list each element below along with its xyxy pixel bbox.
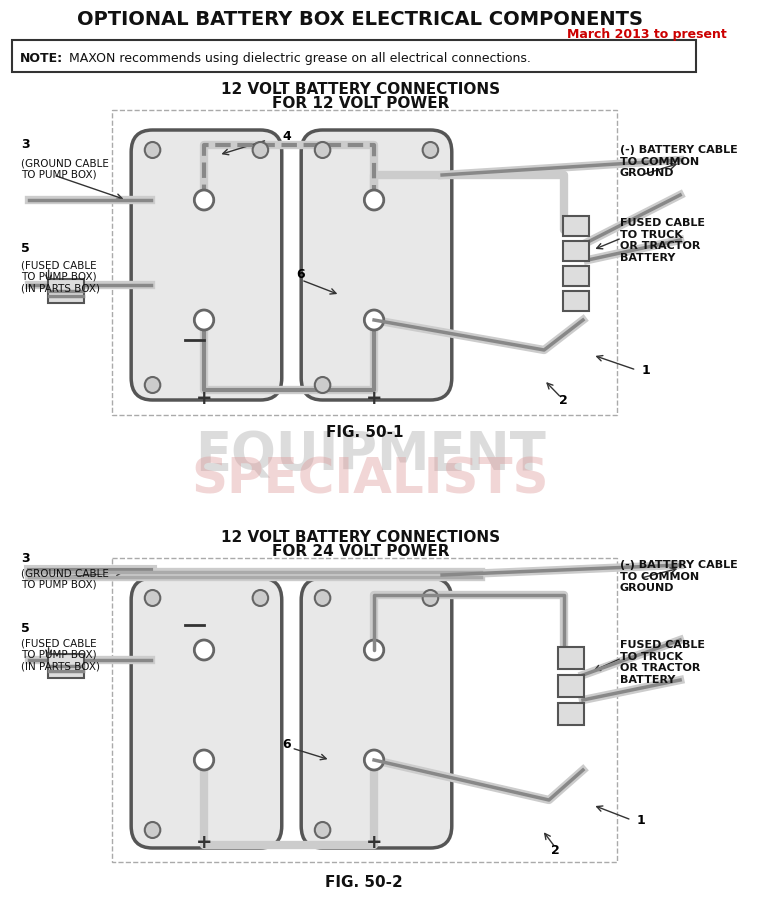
- FancyBboxPatch shape: [558, 675, 584, 697]
- FancyBboxPatch shape: [562, 266, 589, 286]
- Circle shape: [145, 590, 160, 606]
- Circle shape: [145, 822, 160, 838]
- Circle shape: [423, 142, 438, 158]
- Text: 3: 3: [21, 552, 30, 565]
- Text: FIG. 50-1: FIG. 50-1: [325, 425, 403, 440]
- Text: FOR 12 VOLT POWER: FOR 12 VOLT POWER: [272, 96, 449, 111]
- Text: 12 VOLT BATTERY CONNECTIONS: 12 VOLT BATTERY CONNECTIONS: [221, 530, 500, 545]
- Circle shape: [423, 590, 438, 606]
- Text: EQUIPMENT: EQUIPMENT: [195, 429, 546, 481]
- Text: (-) BATTERY CABLE
TO COMMON
GROUND: (-) BATTERY CABLE TO COMMON GROUND: [620, 560, 738, 593]
- Circle shape: [194, 640, 214, 660]
- Text: FUSED CABLE
TO TRUCK
OR TRACTOR
BATTERY: FUSED CABLE TO TRUCK OR TRACTOR BATTERY: [620, 640, 705, 685]
- FancyBboxPatch shape: [562, 241, 589, 261]
- FancyBboxPatch shape: [11, 40, 696, 72]
- Text: OPTIONAL BATTERY BOX ELECTRICAL COMPONENTS: OPTIONAL BATTERY BOX ELECTRICAL COMPONEN…: [78, 10, 643, 29]
- Text: 1: 1: [642, 363, 650, 376]
- Circle shape: [364, 310, 384, 330]
- Circle shape: [194, 310, 214, 330]
- FancyBboxPatch shape: [301, 130, 452, 400]
- FancyBboxPatch shape: [131, 130, 282, 400]
- Circle shape: [364, 190, 384, 210]
- Text: 3: 3: [21, 139, 30, 152]
- Text: 6: 6: [296, 269, 305, 282]
- Circle shape: [194, 190, 214, 210]
- Text: 5: 5: [21, 241, 30, 254]
- Text: +: +: [366, 388, 383, 407]
- FancyBboxPatch shape: [301, 578, 452, 848]
- Text: SPECIALISTS: SPECIALISTS: [191, 456, 549, 504]
- Circle shape: [315, 377, 331, 393]
- Text: (-) BATTERY CABLE
TO COMMON
GROUND: (-) BATTERY CABLE TO COMMON GROUND: [620, 145, 738, 178]
- Text: MAXON recommends using dielectric grease on all electrical connections.: MAXON recommends using dielectric grease…: [65, 52, 531, 65]
- FancyBboxPatch shape: [47, 654, 84, 678]
- Circle shape: [315, 590, 331, 606]
- Circle shape: [253, 590, 268, 606]
- Text: 4: 4: [282, 130, 291, 143]
- FancyBboxPatch shape: [558, 647, 584, 669]
- Circle shape: [315, 142, 331, 158]
- Text: +: +: [196, 388, 213, 407]
- FancyBboxPatch shape: [562, 291, 589, 311]
- Text: (GROUND CABLE
TO PUMP BOX): (GROUND CABLE TO PUMP BOX): [21, 158, 109, 179]
- Text: 2: 2: [551, 844, 559, 857]
- Text: 1: 1: [636, 813, 645, 826]
- Circle shape: [145, 377, 160, 393]
- FancyBboxPatch shape: [131, 578, 282, 848]
- Text: (GROUND CABLE
TO PUMP BOX): (GROUND CABLE TO PUMP BOX): [21, 568, 109, 590]
- Text: March 2013 to present: March 2013 to present: [567, 28, 727, 41]
- Text: FUSED CABLE
TO TRUCK
OR TRACTOR
BATTERY: FUSED CABLE TO TRUCK OR TRACTOR BATTERY: [620, 218, 705, 262]
- Text: (FUSED CABLE
TO PUMP BOX)
(IN PARTS BOX): (FUSED CABLE TO PUMP BOX) (IN PARTS BOX): [21, 638, 101, 671]
- Text: 6: 6: [282, 738, 290, 751]
- Circle shape: [253, 142, 268, 158]
- Text: NOTE:: NOTE:: [20, 52, 62, 65]
- Text: 2: 2: [559, 394, 568, 407]
- Text: FIG. 50-2: FIG. 50-2: [325, 875, 403, 890]
- Text: 5: 5: [21, 622, 30, 635]
- Text: 12 VOLT BATTERY CONNECTIONS: 12 VOLT BATTERY CONNECTIONS: [221, 82, 500, 97]
- FancyBboxPatch shape: [47, 279, 84, 303]
- Circle shape: [145, 142, 160, 158]
- Circle shape: [364, 750, 384, 770]
- Text: +: +: [366, 833, 383, 853]
- FancyBboxPatch shape: [562, 216, 589, 236]
- Circle shape: [194, 750, 214, 770]
- FancyBboxPatch shape: [558, 703, 584, 725]
- Text: +: +: [196, 833, 213, 853]
- Text: (FUSED CABLE
TO PUMP BOX)
(IN PARTS BOX): (FUSED CABLE TO PUMP BOX) (IN PARTS BOX): [21, 260, 101, 293]
- Circle shape: [315, 822, 331, 838]
- Circle shape: [364, 640, 384, 660]
- Text: FOR 24 VOLT POWER: FOR 24 VOLT POWER: [272, 544, 450, 559]
